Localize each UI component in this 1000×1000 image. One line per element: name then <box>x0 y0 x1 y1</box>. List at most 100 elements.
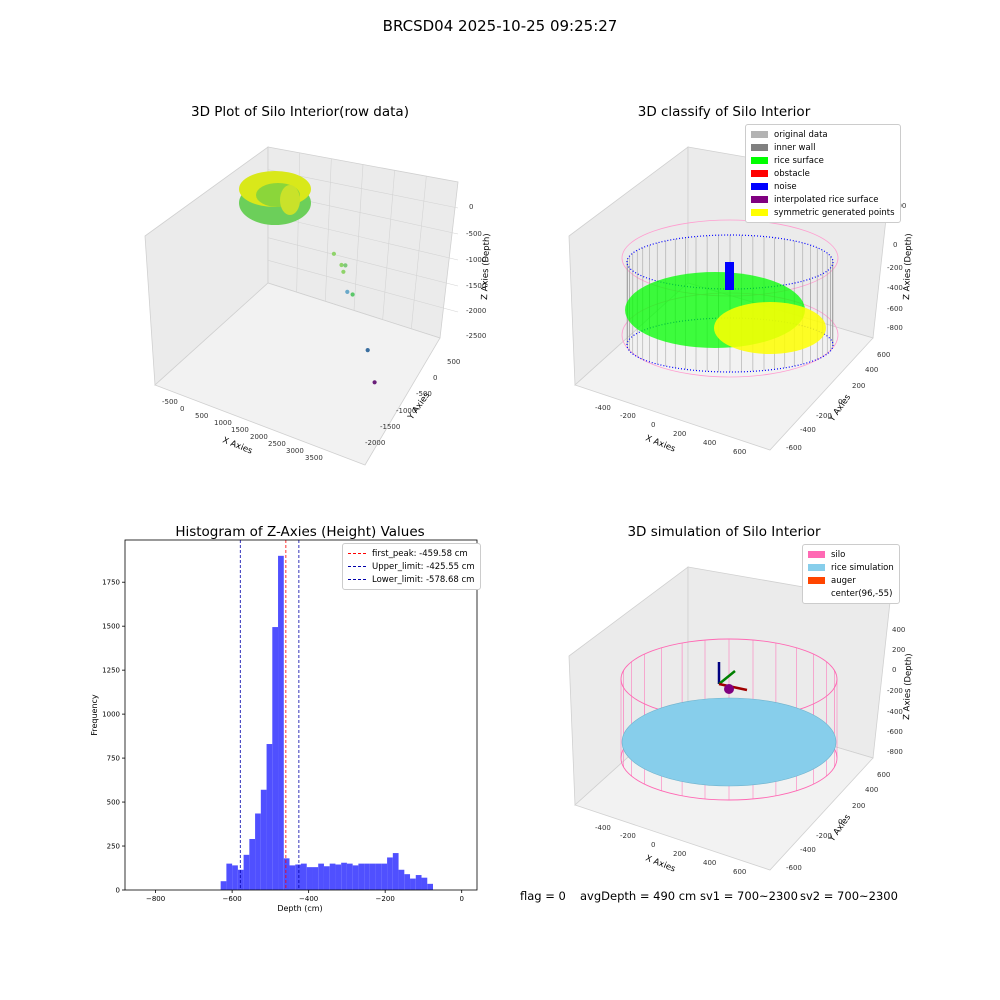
p2-ztick: -600 <box>887 305 903 313</box>
hist-bar <box>323 866 330 890</box>
hist-ytick-label: 1500 <box>102 623 120 631</box>
hist-ytick-label: 0 <box>116 887 120 895</box>
panel2-title: 3D classify of Silo Interior <box>637 104 811 120</box>
legend-label: Lower_limit: -578.68 cm <box>372 574 475 585</box>
histogram-plot: −800 −600 −400 −200 0 0 250 500 750 1000 1250 1500 1… <box>102 539 478 903</box>
legend-center: center(96,-55) <box>808 587 894 600</box>
floor-pane <box>154 282 441 466</box>
legend-label: rice simulation <box>831 562 894 573</box>
p4-ytick: 0 <box>838 818 842 826</box>
legend-symmetric: symmetric generated points <box>751 206 895 219</box>
p4-ztick: 0 <box>892 666 896 674</box>
hist-bar <box>260 789 267 890</box>
hist-xtick-label: −200 <box>376 895 395 903</box>
hist-bar <box>272 627 279 890</box>
outlier-point <box>331 251 336 256</box>
hist-xtick-label: −600 <box>223 895 242 903</box>
p1-x-ticks: -500 0 500 1000 1500 2000 2500 3000 3500 <box>162 398 323 462</box>
p1-ytick: -1000 <box>396 407 416 415</box>
p1-outlier-points <box>331 251 377 385</box>
raw-data-3d-plot: -500 0 500 1000 1500 2000 2500 3000 3500… <box>144 146 492 466</box>
p2-ytick: 0 <box>838 398 842 406</box>
hist-bar <box>232 865 238 890</box>
p4-z-ticks: 400 200 0 -200 -400 -600 -800 <box>887 626 905 756</box>
hist-bar <box>352 865 359 890</box>
legend-swatch <box>808 551 825 558</box>
p2-xtick: 0 <box>651 421 655 429</box>
auger-axes <box>717 662 748 694</box>
p1-ytick: 0 <box>433 374 437 382</box>
outlier-point <box>372 380 377 385</box>
p1-xtick: 3000 <box>286 447 304 455</box>
legend-label: silo <box>831 549 846 560</box>
hist-bar <box>255 813 261 890</box>
p4-ztick: 200 <box>892 646 905 654</box>
legend-line <box>348 579 366 580</box>
outlier-point <box>365 348 370 353</box>
p4-ztick: -800 <box>887 748 903 756</box>
hist-bar <box>329 863 336 890</box>
p2-x-ticks: -400 -200 0 200 400 600 <box>595 404 746 456</box>
p4-ytick: 200 <box>852 802 865 810</box>
p1-ytick: -1500 <box>380 423 400 431</box>
sv2-text: sv2 = 700~2300 <box>800 889 898 903</box>
auger-center <box>724 684 734 694</box>
p1-xtick: 3500 <box>305 454 323 462</box>
p2-ytick: 200 <box>852 382 865 390</box>
p2-ztick: -400 <box>887 284 903 292</box>
legend-inner-wall: inner wall <box>751 141 895 154</box>
p2-xtick: -200 <box>620 412 636 420</box>
simulation-3d-plot: -400 -200 0 200 400 600 X Axies 600 400 … <box>568 566 914 876</box>
hist-bar <box>295 864 301 890</box>
hist-bar <box>318 863 324 890</box>
hist-bar <box>404 874 411 890</box>
p1-ztick: -1500 <box>466 282 486 290</box>
hist-bar <box>312 867 319 890</box>
hist-bar <box>398 869 405 890</box>
p1-cylinder <box>239 171 311 225</box>
p2-ztick: -200 <box>887 264 903 272</box>
p4-y-ticks: 600 400 200 0 -200 -400 -600 <box>786 771 890 872</box>
legend-label: inner wall <box>774 142 816 153</box>
p1-ztick: -2000 <box>466 307 486 315</box>
p4-ztick: -400 <box>887 708 903 716</box>
grid-line <box>325 158 332 302</box>
p4-xtick: -200 <box>620 832 636 840</box>
p2-y-ticks: 600 400 200 0 -200 -400 -600 <box>786 351 890 452</box>
p1-ytick: -500 <box>416 390 432 398</box>
grid-line <box>267 260 459 313</box>
p4-ztick: 400 <box>892 626 905 634</box>
hist-legend: first_peak: -459.58 cm Upper_limit: -425… <box>342 543 481 590</box>
p4-ytick: -200 <box>816 832 832 840</box>
depth-histogram: −800 −600 −400 −200 0 0 250 500 750 1000 1250 1500 1… <box>90 539 478 913</box>
p4-xtick: 200 <box>673 850 686 858</box>
legend-label: noise <box>774 181 797 192</box>
p4-ytick: -400 <box>800 846 816 854</box>
hist-bar <box>421 877 428 890</box>
grid-line <box>411 176 427 329</box>
hist-ytick-label: 750 <box>107 755 120 763</box>
p4-xtick: 0 <box>651 841 655 849</box>
legend-line <box>348 553 366 554</box>
p2-xtick: 600 <box>733 448 746 456</box>
hist-bar <box>381 863 388 890</box>
legend-swatch <box>751 209 768 216</box>
legend-auger: auger <box>808 574 894 587</box>
legend-rice-simulation: rice simulation <box>808 561 894 574</box>
legend-swatch <box>751 144 768 151</box>
legend-label: interpolated rice surface <box>774 194 879 205</box>
p1-ztick: -500 <box>466 230 482 238</box>
outlier-point <box>350 292 355 297</box>
hist-bar <box>341 862 347 890</box>
p2-ytick: -200 <box>816 412 832 420</box>
hist-xtick-label: −800 <box>146 895 165 903</box>
p2-ytick: -400 <box>800 426 816 434</box>
p1-xtick: 0 <box>180 405 184 413</box>
legend-rice-surface: rice surface <box>751 154 895 167</box>
p1-xtick: 1500 <box>231 426 249 434</box>
p2-legend: original data inner wall rice surface ob… <box>745 124 901 223</box>
outlier-point <box>343 263 348 268</box>
panel4-title: 3D simulation of Silo Interior <box>627 524 821 540</box>
figure-title: BRCSD04 2025-10-25 09:25:27 <box>382 17 618 35</box>
grid-line <box>353 164 364 311</box>
